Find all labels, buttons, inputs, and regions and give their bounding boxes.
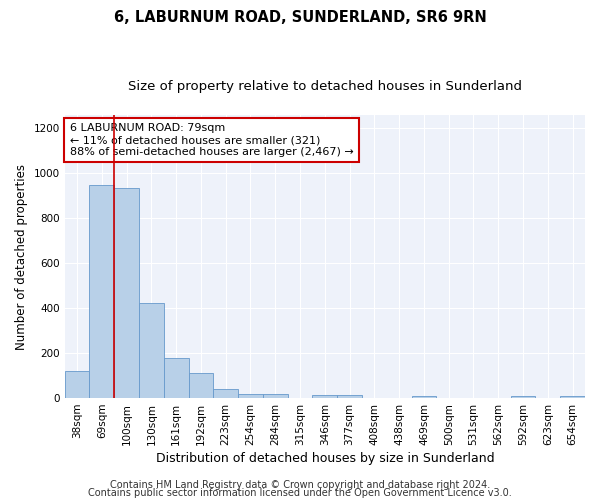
Title: Size of property relative to detached houses in Sunderland: Size of property relative to detached ho… <box>128 80 522 93</box>
Text: Contains HM Land Registry data © Crown copyright and database right 2024.: Contains HM Land Registry data © Crown c… <box>110 480 490 490</box>
Text: 6, LABURNUM ROAD, SUNDERLAND, SR6 9RN: 6, LABURNUM ROAD, SUNDERLAND, SR6 9RN <box>113 10 487 25</box>
Bar <box>114 188 139 398</box>
Text: Contains public sector information licensed under the Open Government Licence v3: Contains public sector information licen… <box>88 488 512 498</box>
Bar <box>511 396 535 398</box>
Bar <box>263 394 287 398</box>
Bar <box>139 302 164 398</box>
Bar <box>214 388 238 398</box>
Bar <box>412 396 436 398</box>
X-axis label: Distribution of detached houses by size in Sunderland: Distribution of detached houses by size … <box>155 452 494 465</box>
Bar <box>65 371 89 398</box>
Text: 6 LABURNUM ROAD: 79sqm
← 11% of detached houses are smaller (321)
88% of semi-de: 6 LABURNUM ROAD: 79sqm ← 11% of detached… <box>70 124 353 156</box>
Y-axis label: Number of detached properties: Number of detached properties <box>15 164 28 350</box>
Bar <box>313 394 337 398</box>
Bar <box>89 184 114 398</box>
Bar <box>188 373 214 398</box>
Bar <box>337 394 362 398</box>
Bar <box>238 394 263 398</box>
Bar <box>560 396 585 398</box>
Bar <box>164 358 188 398</box>
